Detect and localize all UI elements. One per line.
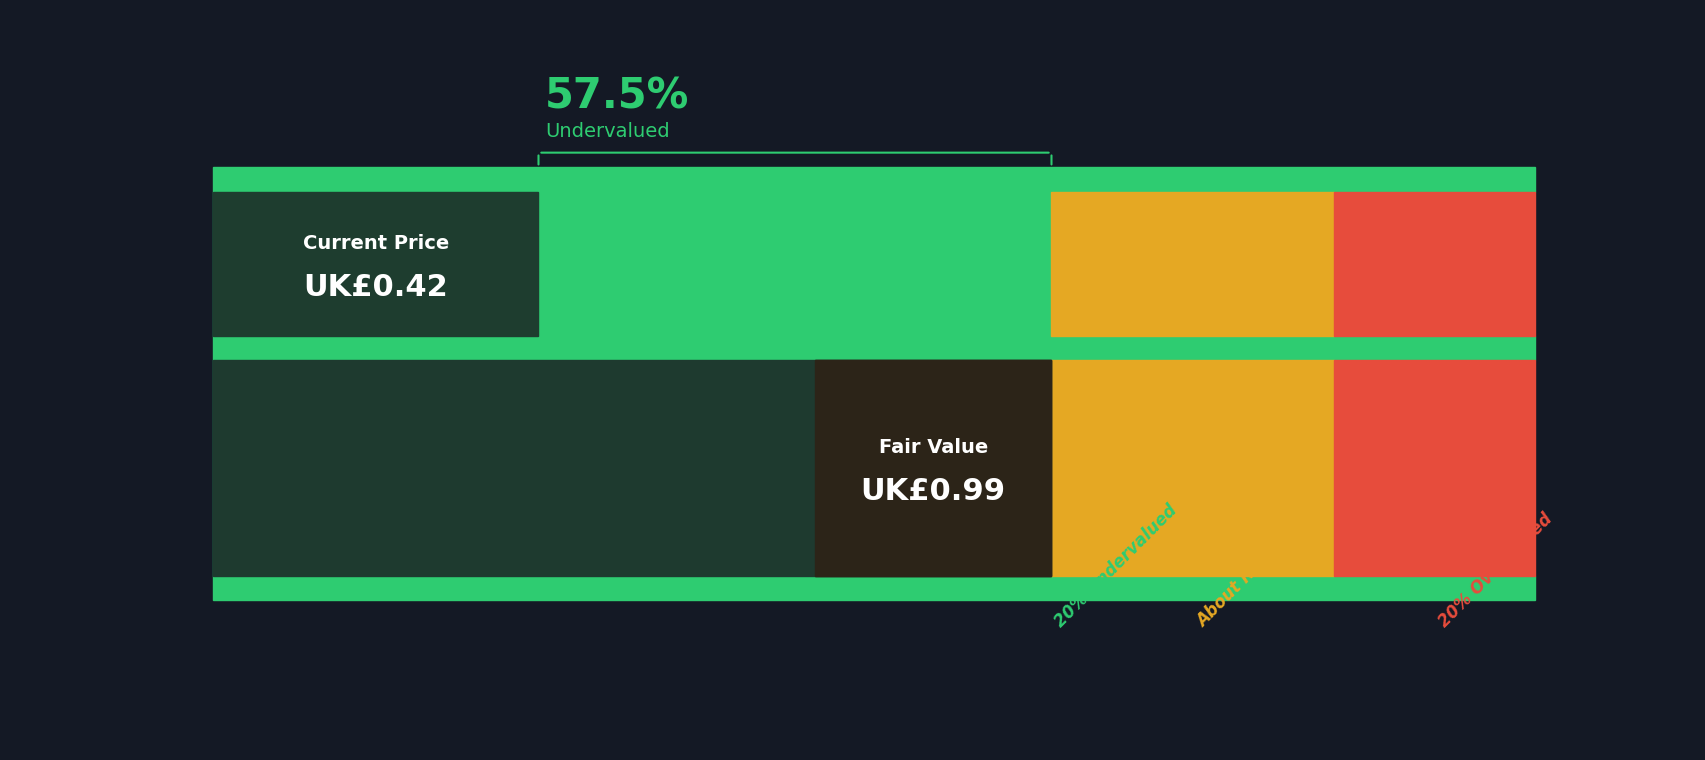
Text: Current Price: Current Price: [302, 234, 448, 253]
Bar: [1050, 192, 1333, 336]
Bar: [213, 336, 1534, 360]
Bar: [213, 360, 1050, 576]
Bar: [213, 192, 1050, 336]
Bar: [1333, 192, 1534, 336]
Bar: [815, 360, 1050, 576]
Bar: [213, 360, 1050, 576]
Text: About Right: About Right: [1192, 539, 1284, 631]
Text: UK£0.42: UK£0.42: [303, 273, 448, 302]
Text: UK£0.99: UK£0.99: [859, 477, 1006, 506]
Bar: [213, 576, 1534, 600]
Text: 20% Undervalued: 20% Undervalued: [1050, 501, 1180, 631]
Bar: [213, 192, 539, 336]
Text: 57.5%: 57.5%: [546, 75, 689, 118]
Text: Undervalued: Undervalued: [546, 122, 670, 141]
Bar: [1333, 360, 1534, 576]
Bar: [213, 167, 1534, 192]
Bar: [815, 360, 1050, 576]
Text: Fair Value: Fair Value: [878, 438, 987, 457]
Bar: [1050, 360, 1333, 576]
Text: 20% Overvalued: 20% Overvalued: [1434, 510, 1555, 631]
